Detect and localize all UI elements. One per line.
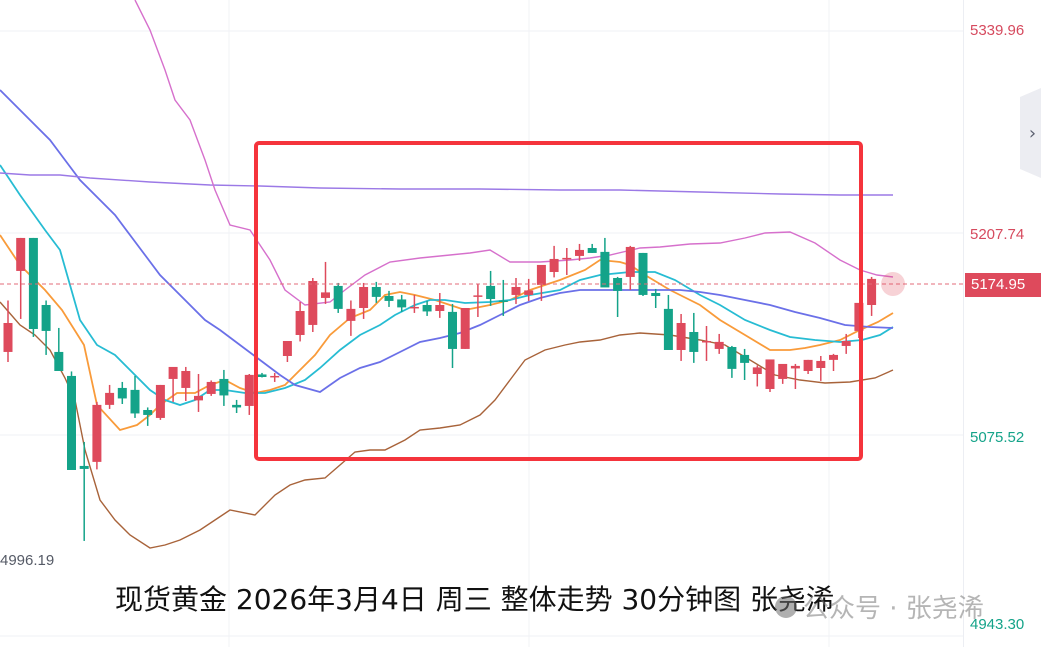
current-price-tag: 5174.95 [965, 273, 1041, 297]
candle [41, 300, 51, 355]
candle [333, 282, 343, 313]
candle [613, 276, 623, 317]
candle [244, 373, 254, 415]
candle [282, 340, 292, 362]
price-axis[interactable] [963, 0, 1041, 647]
candle [740, 348, 750, 380]
candle [702, 325, 711, 361]
candle [663, 294, 673, 350]
candle [409, 294, 419, 313]
candle [422, 300, 432, 316]
candle [117, 381, 127, 404]
candle [549, 245, 559, 278]
grid-lines [0, 0, 963, 647]
candle [486, 270, 496, 306]
candle [308, 277, 318, 332]
watermark-text: 公众号 · 张尧浠 [803, 594, 984, 624]
candle [867, 276, 877, 316]
candle [232, 399, 242, 413]
price-tick-label: 5207.74 [970, 226, 1025, 243]
watermark: 公众号 · 张尧浠 [775, 588, 984, 625]
last-candle-glow [881, 272, 905, 296]
candle [270, 372, 280, 382]
candle [295, 301, 305, 342]
candle [829, 353, 838, 371]
candle [638, 252, 648, 296]
candle [194, 373, 203, 412]
candles [3, 237, 877, 541]
candle [105, 384, 115, 409]
candle [587, 243, 597, 253]
ma10-line [0, 164, 894, 406]
candle [143, 407, 153, 426]
candle [397, 294, 407, 312]
ma_long-line [0, 172, 893, 196]
candle [155, 384, 165, 420]
candle [181, 366, 191, 401]
chevron-right-icon: › [1028, 122, 1037, 144]
candle [765, 359, 775, 392]
candle [3, 300, 13, 362]
candle [511, 277, 521, 304]
candle [371, 281, 381, 303]
boll_upper-line [134, 0, 894, 306]
candle [54, 327, 64, 371]
candle [473, 283, 483, 317]
ma20-line [0, 89, 894, 393]
candle [803, 359, 813, 374]
candle [257, 372, 267, 378]
candle [346, 300, 356, 336]
candle [79, 441, 89, 541]
candle [435, 292, 445, 318]
candle [778, 363, 788, 384]
candle [448, 303, 457, 368]
boll_lower-line [0, 301, 894, 549]
chart-caption: 现货黄金 2026年3月4日 周三 整体走势 30分钟图 张尧浠 [115, 583, 835, 616]
indicator-lines [0, 0, 894, 549]
candle [727, 345, 737, 378]
candle [219, 369, 229, 406]
candle [524, 278, 534, 301]
candle [536, 264, 546, 301]
expand-panel-button[interactable]: › [1020, 88, 1041, 178]
candle [130, 375, 140, 418]
candle [498, 279, 508, 316]
candle [841, 333, 851, 354]
candle [575, 243, 584, 261]
candle [384, 290, 394, 307]
price-tick-label: 5075.52 [970, 429, 1025, 446]
candle [816, 355, 826, 381]
candle [206, 380, 216, 396]
candle [460, 307, 470, 349]
candle [562, 247, 572, 275]
candlestick-chart [0, 0, 963, 647]
candle [625, 245, 635, 290]
price-tick-label: 4943.30 [970, 616, 1025, 633]
candle [676, 313, 686, 361]
candle [854, 302, 864, 338]
candle [600, 237, 610, 288]
candle [651, 288, 661, 308]
candle [92, 401, 102, 470]
candle [168, 366, 178, 402]
candle [359, 282, 369, 319]
wechat-icon [775, 595, 797, 618]
highlight-box [254, 141, 863, 461]
candle [28, 237, 38, 337]
low-price-label: 4996.19 [0, 552, 55, 569]
candle [714, 333, 724, 354]
candle [67, 371, 76, 470]
candle [790, 363, 800, 389]
price-tick-label: 5339.96 [970, 22, 1025, 39]
candle [321, 261, 330, 304]
candle [16, 237, 26, 319]
candle [689, 312, 699, 363]
candle [752, 365, 762, 387]
